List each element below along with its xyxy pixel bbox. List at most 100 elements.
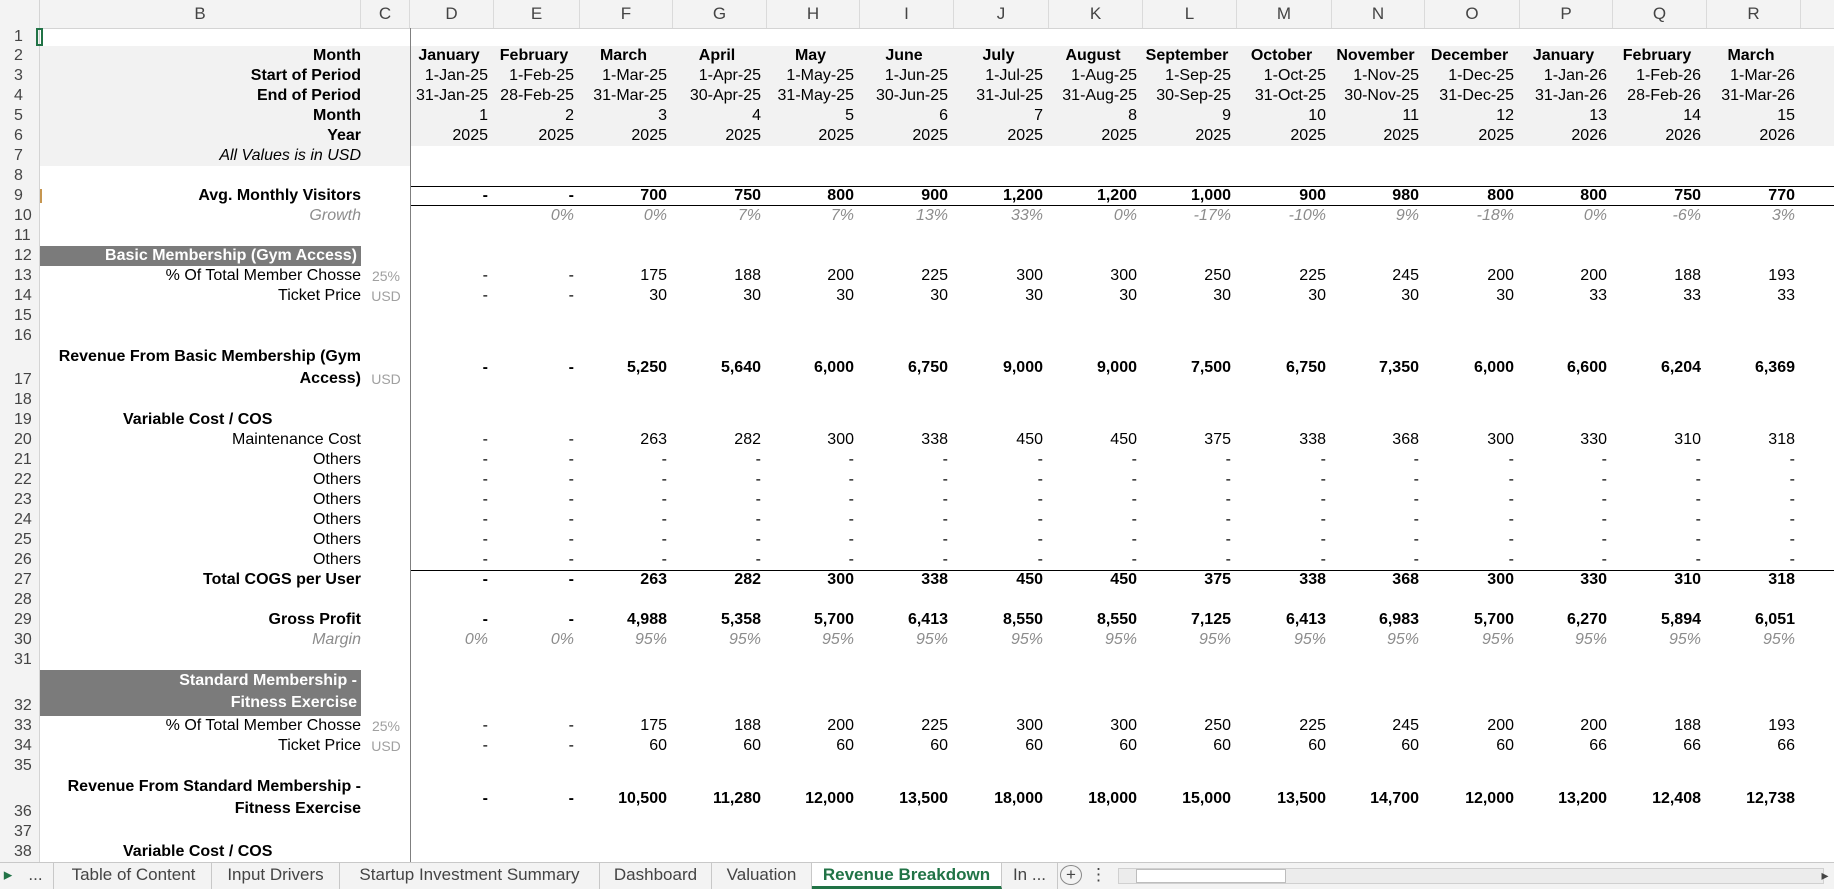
cell-r36[interactable]: 12,738	[1746, 790, 1795, 807]
cell-d9[interactable]: -	[482, 187, 488, 204]
cell-p20[interactable]: 330	[1580, 431, 1607, 448]
cell-r2[interactable]: March	[1727, 47, 1775, 64]
cell-p4[interactable]: 31-Jan-26	[1534, 87, 1607, 104]
cell-i9[interactable]: 900	[921, 187, 948, 204]
cell-j13[interactable]: 300	[1016, 267, 1043, 284]
cell-q29[interactable]: 5,894	[1660, 611, 1701, 628]
cell-q17[interactable]: 6,204	[1660, 359, 1701, 376]
cell-p27[interactable]: 330	[1580, 571, 1607, 588]
cell-m9[interactable]: 900	[1299, 187, 1326, 204]
cell-r9[interactable]: 770	[1768, 187, 1795, 204]
cell-l33[interactable]: 250	[1204, 717, 1231, 734]
cell-m25[interactable]: -	[1320, 531, 1326, 548]
cell-k17[interactable]: 9,000	[1096, 359, 1137, 376]
cell-q23[interactable]: -	[1695, 491, 1701, 508]
row-number[interactable]: 31	[0, 650, 40, 670]
cell-q27[interactable]: 310	[1674, 571, 1701, 588]
cell-m34[interactable]: 60	[1308, 737, 1326, 754]
cell-i24[interactable]: -	[942, 511, 948, 528]
cell-j4[interactable]: 31-Jul-25	[976, 87, 1043, 104]
cell-r33[interactable]: 193	[1768, 717, 1795, 734]
cell-i13[interactable]: 225	[921, 267, 948, 284]
cell-q22[interactable]: -	[1695, 471, 1701, 488]
cell-e5[interactable]: 2	[565, 107, 574, 124]
cell-p36[interactable]: 13,200	[1558, 790, 1607, 807]
cell-q24[interactable]: -	[1695, 511, 1701, 528]
cell-f34[interactable]: 60	[649, 737, 667, 754]
cell-k20[interactable]: 450	[1110, 431, 1137, 448]
cell-e17[interactable]: -	[568, 359, 574, 376]
cell-k33[interactable]: 300	[1110, 717, 1137, 734]
cell-e9[interactable]: -	[568, 187, 574, 204]
cell-i23[interactable]: -	[942, 491, 948, 508]
cell-o34[interactable]: 60	[1496, 737, 1514, 754]
cell-n6[interactable]: 2025	[1383, 127, 1419, 144]
cell-m4[interactable]: 31-Oct-25	[1254, 87, 1326, 104]
cell-p23[interactable]: -	[1601, 491, 1607, 508]
cell-p13[interactable]: 200	[1580, 267, 1607, 284]
cell-e2[interactable]: February	[499, 47, 569, 64]
cell-i22[interactable]: -	[942, 471, 948, 488]
cell-k5[interactable]: 8	[1128, 107, 1137, 124]
cell-j22[interactable]: -	[1037, 471, 1043, 488]
row-number[interactable]: 1	[0, 28, 40, 46]
cell-l29[interactable]: 7,125	[1190, 611, 1231, 628]
cell-l6[interactable]: 2025	[1195, 127, 1231, 144]
cell-n23[interactable]: -	[1413, 491, 1419, 508]
cell-o29[interactable]: 5,700	[1473, 611, 1514, 628]
cell-m14[interactable]: 30	[1308, 287, 1326, 304]
cell-d23[interactable]: -	[482, 491, 488, 508]
cell-q30[interactable]: 95%	[1668, 631, 1701, 648]
cell-h20[interactable]: 300	[827, 431, 854, 448]
column-header-f[interactable]: F	[580, 0, 673, 28]
cell-d36[interactable]: -	[482, 790, 488, 807]
cell-n17[interactable]: 7,350	[1378, 359, 1419, 376]
cell-j24[interactable]: -	[1037, 511, 1043, 528]
cell-o36[interactable]: 12,000	[1465, 790, 1514, 807]
row-number[interactable]: 14	[0, 286, 40, 306]
cell-p22[interactable]: -	[1601, 471, 1607, 488]
cell-j27[interactable]: 450	[1016, 571, 1043, 588]
tab-options-icon[interactable]: ⋮	[1090, 865, 1107, 884]
cell-g21[interactable]: -	[755, 451, 761, 468]
row-number[interactable]: 25	[0, 530, 40, 550]
cell-k13[interactable]: 300	[1110, 267, 1137, 284]
row-number[interactable]: 10	[0, 206, 40, 226]
cell-g2[interactable]: April	[698, 47, 736, 64]
cell-j3[interactable]: 1-Jul-25	[985, 67, 1043, 84]
cell-n24[interactable]: -	[1413, 511, 1419, 528]
cell-g34[interactable]: 60	[743, 737, 761, 754]
row-number[interactable]: 18	[0, 390, 40, 410]
row-number[interactable]: 27	[0, 570, 40, 590]
add-sheet-button[interactable]: +	[1060, 865, 1082, 885]
cell-r29[interactable]: 6,051	[1754, 611, 1795, 628]
cell-k29[interactable]: 8,550	[1096, 611, 1137, 628]
cell-h34[interactable]: 60	[836, 737, 854, 754]
cell-n9[interactable]: 980	[1392, 187, 1419, 204]
cell-f33[interactable]: 175	[640, 717, 667, 734]
cell-i29[interactable]: 6,413	[907, 611, 948, 628]
cell-j9[interactable]: 1,200	[1002, 187, 1043, 204]
cell-l23[interactable]: -	[1225, 491, 1231, 508]
cell-k6[interactable]: 2025	[1101, 127, 1137, 144]
cell-q2[interactable]: February	[1622, 47, 1692, 64]
cell-e4[interactable]: 28-Feb-25	[500, 87, 574, 104]
cell-r23[interactable]: -	[1789, 491, 1795, 508]
cell-p33[interactable]: 200	[1580, 717, 1607, 734]
cell-o6[interactable]: 2025	[1478, 127, 1514, 144]
cell-i26[interactable]: -	[942, 551, 948, 568]
cell-o25[interactable]: -	[1508, 531, 1514, 548]
sheet-tab-revenue-breakdown[interactable]: Revenue Breakdown	[812, 863, 1002, 889]
scrollbar-thumb[interactable]	[1136, 869, 1286, 883]
cell-m6[interactable]: 2025	[1290, 127, 1326, 144]
cell-l22[interactable]: -	[1225, 471, 1231, 488]
cell-q36[interactable]: 12,408	[1652, 790, 1701, 807]
row-number[interactable]: 29	[0, 610, 40, 630]
cell-q10[interactable]: -6%	[1672, 207, 1701, 224]
cell-p25[interactable]: -	[1601, 531, 1607, 548]
cell-n33[interactable]: 245	[1392, 717, 1419, 734]
cell-k23[interactable]: -	[1131, 491, 1137, 508]
cell-o5[interactable]: 12	[1496, 107, 1514, 124]
cell-q4[interactable]: 28-Feb-26	[1627, 87, 1701, 104]
column-header-q[interactable]: Q	[1613, 0, 1707, 28]
